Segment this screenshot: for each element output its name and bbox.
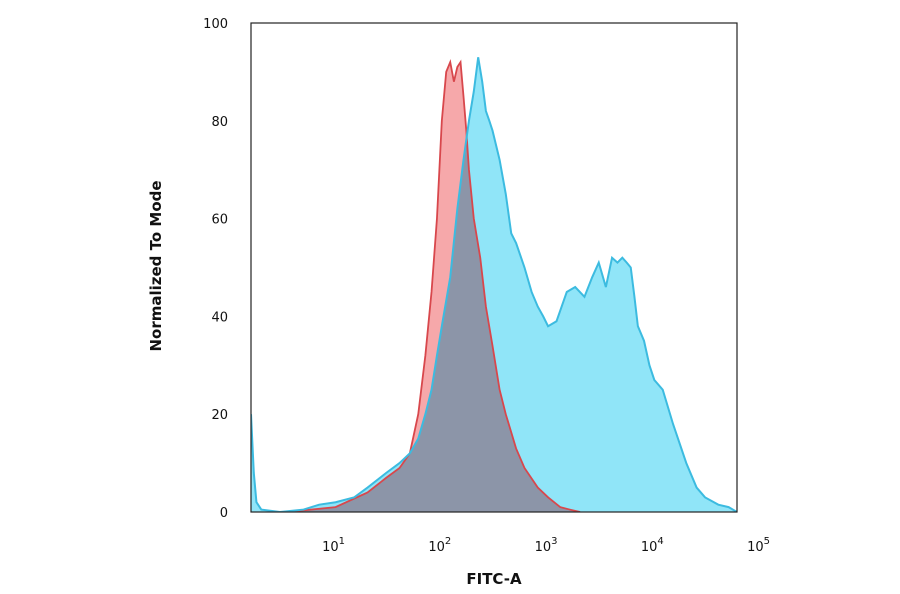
x-tick-label: 105 <box>747 536 770 555</box>
y-tick-label: 40 <box>211 310 228 325</box>
y-axis-title: Normalized To Mode <box>147 180 165 351</box>
x-tick-label: 104 <box>641 536 664 555</box>
y-tick-label: 80 <box>211 115 228 130</box>
series-line-1 <box>287 58 581 512</box>
series-layer <box>251 57 737 512</box>
series-line-2 <box>251 57 737 512</box>
y-axis: 0 20 40 60 80 100 <box>203 17 228 521</box>
x-axis: 101 102 103 104 105 <box>322 536 770 555</box>
y-tick-label: 100 <box>203 17 228 32</box>
x-axis-title: FITC-A <box>466 570 522 588</box>
series-area-1 <box>287 62 581 512</box>
y-tick-label: 20 <box>211 408 228 423</box>
x-tick-label: 103 <box>535 536 558 555</box>
x-tick-label: 101 <box>322 536 345 555</box>
plot-frame <box>250 22 738 513</box>
y-tick-label: 60 <box>211 213 228 228</box>
x-tick-label: 102 <box>428 536 451 555</box>
series-area-2 <box>251 57 737 512</box>
y-tick-label: 0 <box>220 506 228 521</box>
